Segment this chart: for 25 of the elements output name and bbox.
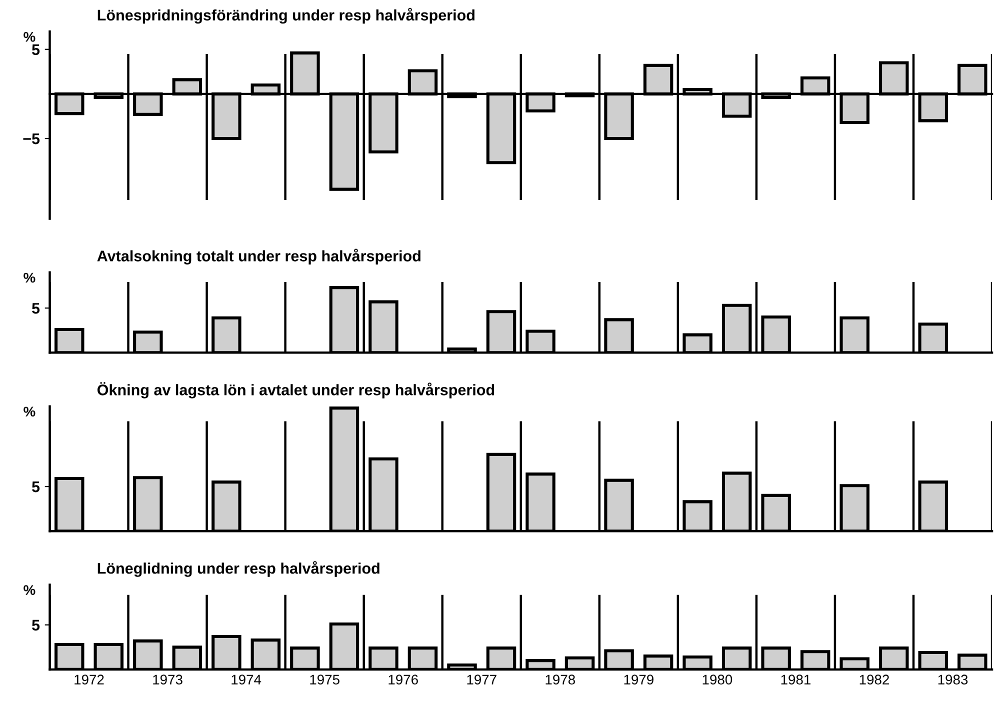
x-tick-label: 1974	[232, 674, 262, 685]
x-tick-label: 1976	[388, 674, 418, 685]
chart-title: Ökning av lagsta lön i avtalet under resp halvårsperiod	[97, 382, 494, 398]
y-tick-label: 5	[32, 303, 40, 314]
y-axis-title: %	[24, 272, 36, 283]
x-tick-label: 1975	[310, 674, 340, 685]
x-tick-label: 1982	[860, 674, 889, 685]
chart-title: Avtalsokning totalt under resp halvårsperiod	[97, 248, 420, 265]
y-tick-label: −5	[23, 134, 40, 144]
x-tick-label: 1981	[781, 674, 810, 685]
x-tick-label: 1979	[624, 674, 654, 685]
x-tick-label: 1972	[74, 674, 104, 685]
y-tick-label: 5	[32, 44, 40, 56]
y-axis-title: %	[24, 406, 36, 416]
x-tick-label: 1973	[153, 674, 182, 685]
chart-title: Lönespridningsförändring under resp halvårsperiod	[98, 8, 474, 24]
y-axis-title: %	[24, 585, 36, 595]
x-tick-label: 1978	[546, 674, 575, 685]
x-tick-label: 1983	[938, 674, 968, 685]
y-tick-label: 5	[32, 482, 40, 492]
x-tick-label: 1980	[702, 674, 732, 685]
chart-title: Löneglidning under resp halvårsperiod	[98, 561, 380, 577]
x-tick-label: 1977	[467, 674, 496, 685]
y-axis-title: %	[24, 32, 36, 42]
y-tick-label: 5	[32, 620, 40, 631]
